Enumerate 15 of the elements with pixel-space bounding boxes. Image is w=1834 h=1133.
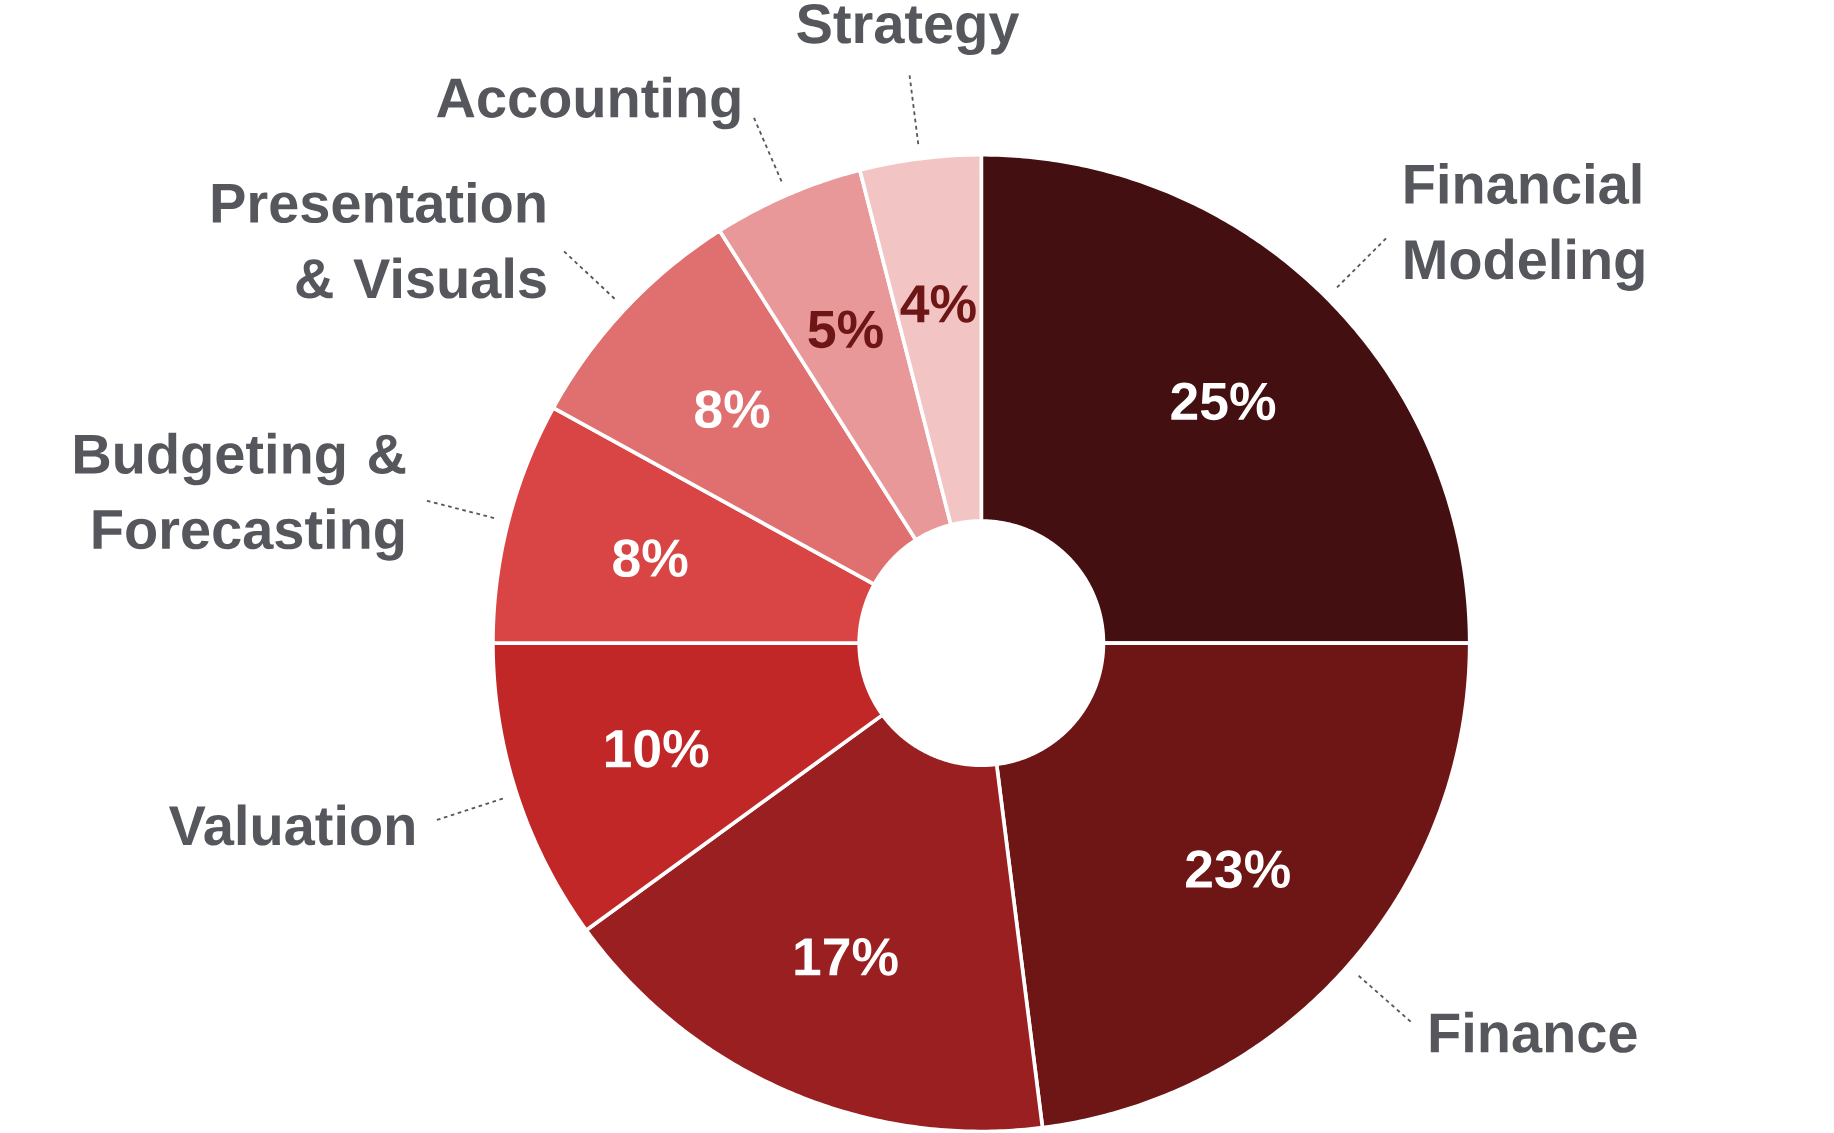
slice-label: Valuation xyxy=(168,804,414,846)
data-label: 8% xyxy=(613,538,688,577)
slice-label: Financial Modeling xyxy=(1405,162,1644,291)
data-label: 5% xyxy=(808,310,883,349)
slice-label: Presentation & Visuals xyxy=(212,181,546,299)
data-label: 25% xyxy=(1171,382,1276,421)
data-label: 10% xyxy=(605,729,709,768)
slice-label: Strategy xyxy=(797,3,1020,55)
data-label: 23% xyxy=(1186,850,1290,889)
slice-label: Budgeting & Forecasting xyxy=(75,432,406,561)
slice-label: Finance xyxy=(1430,1011,1637,1053)
data-label: 8% xyxy=(695,389,770,428)
data-label: 4% xyxy=(900,284,976,323)
data-label: 17% xyxy=(795,937,898,976)
slice-label: Accounting xyxy=(436,76,740,130)
